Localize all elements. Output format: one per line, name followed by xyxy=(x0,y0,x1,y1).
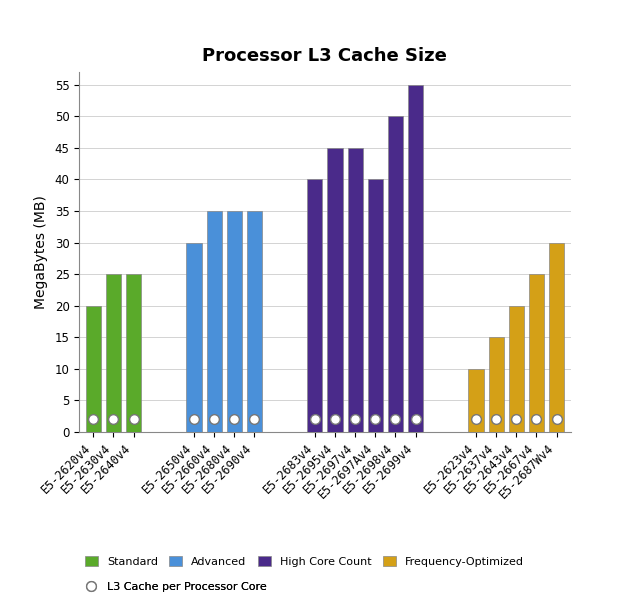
Title: Processor L3 Cache Size: Processor L3 Cache Size xyxy=(202,47,448,65)
Bar xyxy=(508,305,524,432)
Bar xyxy=(86,305,101,432)
Bar xyxy=(327,148,342,432)
Y-axis label: MegaBytes (MB): MegaBytes (MB) xyxy=(34,195,48,309)
Bar xyxy=(247,211,262,432)
Bar xyxy=(186,242,202,432)
Bar xyxy=(549,242,564,432)
Bar xyxy=(227,211,242,432)
Bar xyxy=(368,179,383,432)
Bar xyxy=(307,179,323,432)
Bar xyxy=(408,85,423,432)
Bar xyxy=(529,274,544,432)
Bar xyxy=(347,148,363,432)
Legend: L3 Cache per Processor Core: L3 Cache per Processor Core xyxy=(85,581,267,592)
Bar xyxy=(469,369,484,432)
Bar xyxy=(207,211,222,432)
Bar xyxy=(106,274,121,432)
Bar xyxy=(489,337,503,432)
Bar xyxy=(126,274,141,432)
Bar xyxy=(388,116,403,432)
